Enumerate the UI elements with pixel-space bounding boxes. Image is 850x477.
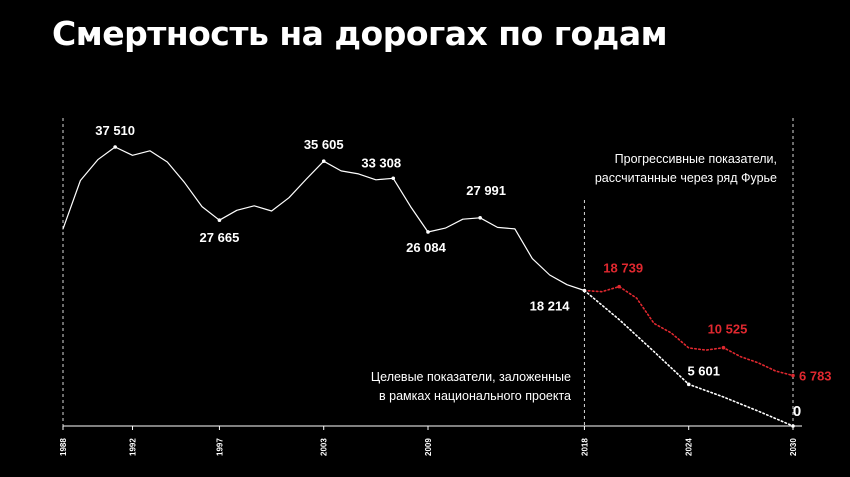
data-label-0-2009: 26 084	[406, 240, 447, 255]
page-title: Смертность на дорогах по годам	[52, 14, 668, 53]
data-point-0-1997	[217, 218, 222, 223]
data-label-0-2003: 35 605	[304, 137, 344, 152]
data-point-0-2009	[426, 230, 430, 234]
target-annotation-line-1: в рамках национального проекта	[379, 389, 571, 403]
data-point-0-1991	[113, 145, 117, 149]
x-tick-label-1997: 1997	[215, 438, 224, 456]
data-label-0-2012: 27 991	[466, 183, 506, 198]
data-label-2-2024: 5 601	[687, 363, 720, 378]
x-tick-label-2003: 2003	[320, 438, 329, 456]
target-annotation-line-0: Целевые показатели, заложенные	[371, 370, 571, 384]
data-point-1-2020	[617, 284, 621, 289]
data-label-0-2007: 33 308	[361, 155, 401, 170]
data-label-0-1991: 37 510	[95, 123, 135, 138]
data-point-0-2012	[478, 216, 482, 220]
history-line	[62, 146, 586, 292]
data-label-1-2020: 18 739	[603, 261, 643, 276]
fourier-forecast-line	[583, 285, 794, 377]
x-tick-label-2024: 2024	[685, 438, 694, 456]
fourier-annotation-line-1: рассчитанные через ряд Фурье	[595, 171, 777, 185]
data-point-1-2030	[791, 373, 795, 378]
x-tick-label-1992: 1992	[129, 438, 138, 456]
data-point-0-2018	[582, 288, 587, 293]
data-label-1-2026: 10 525	[708, 322, 748, 337]
x-tick-label-2030: 2030	[789, 438, 798, 456]
data-point-0-2007	[391, 176, 396, 181]
data-point-1-2026	[721, 345, 726, 350]
data-point-2-2024	[686, 382, 691, 387]
fourier-annotation-line-0: Прогрессивные показатели,	[615, 152, 777, 166]
data-point-2-2030	[791, 424, 795, 428]
data-point-0-2003	[321, 159, 326, 163]
data-label-2-2030: 0	[793, 403, 801, 420]
x-tick-label-1988: 1988	[59, 438, 68, 456]
data-label-0-2018: 18 214	[530, 299, 571, 314]
target-line	[583, 289, 794, 427]
data-label-0-1997: 27 665	[200, 230, 240, 245]
x-tick-label-2009: 2009	[424, 438, 433, 456]
data-label-1-2030: 6 783	[799, 369, 832, 384]
x-tick-label-2018: 2018	[580, 438, 589, 456]
